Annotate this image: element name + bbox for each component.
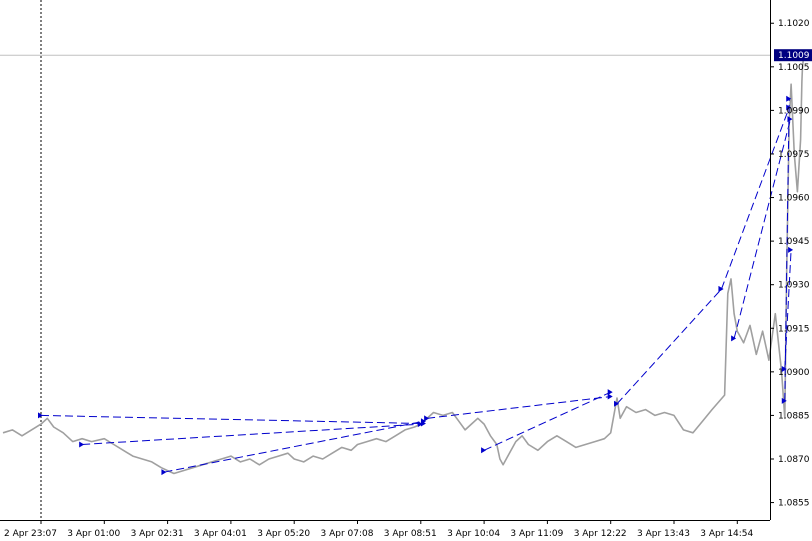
trade-close-marker-2 xyxy=(420,418,426,425)
y-tick-label-4: 1.0960 xyxy=(778,194,810,204)
x-tick-label-5: 3 Apr 07:08 xyxy=(321,529,374,539)
x-tick-label-1: 3 Apr 01:00 xyxy=(67,529,120,539)
trade-open-marker-4 xyxy=(481,447,487,454)
y-tick-label-0: 1.1020 xyxy=(778,19,810,29)
trade-line-0 xyxy=(40,414,424,425)
x-tick-label-6: 3 Apr 08:51 xyxy=(384,529,437,539)
x-tick-label-7: 3 Apr 10:04 xyxy=(447,529,500,539)
x-axis-ticks: 2 Apr 23:07 3 Apr 01:00 3 Apr 02:31 3 Apr 0… xyxy=(4,520,754,539)
x-tick-label-2: 3 Apr 02:31 xyxy=(131,529,184,539)
x-tick-label-0: 2 Apr 23:07 xyxy=(4,529,57,539)
x-tick-label-4: 3 Apr 05:20 xyxy=(257,529,310,539)
trade-open-marker-0 xyxy=(38,412,43,419)
trade-line-5 xyxy=(616,288,722,405)
axes-layer xyxy=(0,0,771,521)
trade-open-marker-1 xyxy=(79,441,85,448)
trade-open-marker-5 xyxy=(614,400,620,407)
trade-line-9 xyxy=(784,98,790,401)
x-tick-label-11: 3 Apr 14:54 xyxy=(700,529,753,539)
y-tick-label-1: 1.1005 xyxy=(778,63,810,73)
trade-open-marker-7 xyxy=(731,335,737,342)
price-series-layer xyxy=(2,55,805,475)
x-tick-label-9: 3 Apr 12:22 xyxy=(574,529,627,539)
price-series-line-0 xyxy=(2,55,805,475)
trade-close-marker-8 xyxy=(788,246,794,253)
y-tick-label-3: 1.0975 xyxy=(778,150,810,160)
trade-line-7 xyxy=(733,118,791,339)
current-price-badge xyxy=(774,49,812,62)
current-price-label: 1.1009 xyxy=(778,51,810,61)
y-tick-label-9: 1.0885 xyxy=(778,411,810,421)
trade-close-marker-4 xyxy=(607,389,613,396)
y-tick-label-7: 1.0915 xyxy=(778,324,810,334)
y-tick-label-11: 1.0855 xyxy=(778,499,810,509)
trade-close-marker-9 xyxy=(786,95,792,102)
trade-line-3 xyxy=(427,396,611,419)
y-axis-ticks: 1.1020 1.1005 1.0990 1.0975 1.0960 1.0945 1.09… xyxy=(770,19,810,509)
trade-line-6 xyxy=(721,107,790,290)
trade-open-marker-9 xyxy=(781,397,787,404)
trade-open-marker-3 xyxy=(424,415,430,422)
x-tick-label-10: 3 Apr 13:43 xyxy=(637,529,690,539)
x-tick-label-8: 3 Apr 11:09 xyxy=(510,529,563,539)
trade-lines-layer xyxy=(38,95,794,476)
current-price-label-layer: 1.1009 xyxy=(774,49,812,62)
y-tick-label-8: 1.0900 xyxy=(778,368,810,378)
trade-open-marker-2 xyxy=(161,469,167,476)
y-tick-label-5: 1.0945 xyxy=(778,237,810,247)
trade-open-marker-6 xyxy=(718,286,724,293)
y-tick-label-10: 1.0870 xyxy=(778,455,810,465)
y-tick-label-6: 1.0930 xyxy=(778,281,810,291)
trade-close-marker-3 xyxy=(607,393,613,400)
x-tick-label-3: 3 Apr 04:01 xyxy=(194,529,247,539)
y-tick-label-2: 1.0990 xyxy=(778,106,810,116)
trade-open-marker-8 xyxy=(781,365,787,372)
trade-line-1 xyxy=(82,423,421,445)
trade-line-2 xyxy=(164,420,425,473)
